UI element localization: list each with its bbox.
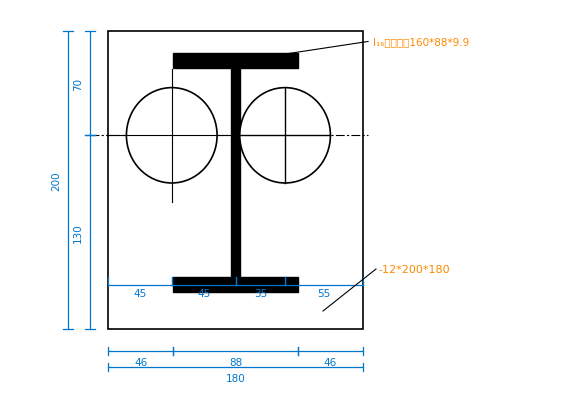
- Text: 46: 46: [324, 357, 337, 367]
- Bar: [108, 32, 363, 329]
- Ellipse shape: [126, 88, 217, 184]
- Bar: [173, 277, 298, 292]
- Text: 200: 200: [51, 171, 61, 190]
- Text: 55: 55: [318, 288, 331, 298]
- Text: 130: 130: [73, 223, 83, 243]
- Bar: [173, 54, 298, 69]
- Text: -12*200*180: -12*200*180: [378, 264, 450, 274]
- Text: 35: 35: [254, 288, 267, 298]
- Text: 46: 46: [134, 357, 147, 367]
- Text: 45: 45: [197, 288, 210, 298]
- Ellipse shape: [240, 88, 331, 184]
- Text: I₁₆工字钙为160*88*9.9: I₁₆工字钙为160*88*9.9: [373, 37, 469, 47]
- Text: 45: 45: [133, 288, 147, 298]
- Text: 180: 180: [226, 373, 245, 383]
- Text: 88: 88: [229, 357, 242, 367]
- Text: 70: 70: [73, 77, 83, 91]
- Bar: [231, 69, 240, 277]
